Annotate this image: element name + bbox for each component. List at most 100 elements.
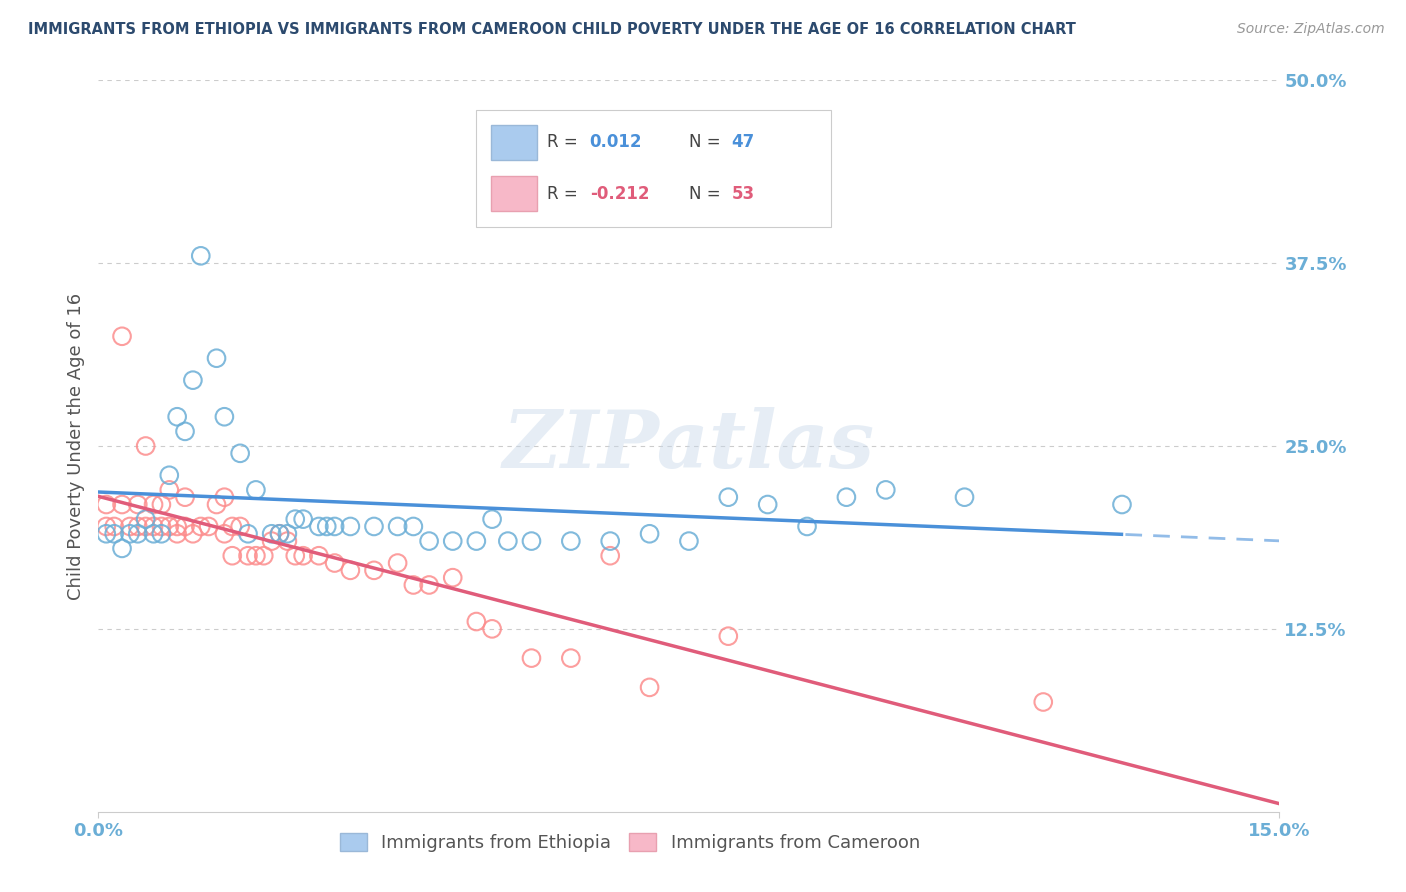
- Y-axis label: Child Poverty Under the Age of 16: Child Poverty Under the Age of 16: [66, 293, 84, 599]
- Point: [387, 519, 409, 533]
- Point: [560, 651, 582, 665]
- Point: [465, 615, 488, 629]
- Point: [599, 549, 621, 563]
- Point: [418, 534, 440, 549]
- Point: [205, 498, 228, 512]
- Point: [387, 556, 409, 570]
- Text: R =: R =: [547, 133, 583, 152]
- Point: [127, 498, 149, 512]
- Point: [214, 526, 236, 541]
- Point: [214, 409, 236, 424]
- Point: [323, 519, 346, 533]
- Point: [260, 534, 283, 549]
- Point: [174, 519, 197, 533]
- Point: [229, 446, 252, 460]
- Point: [796, 519, 818, 533]
- Point: [174, 490, 197, 504]
- Point: [308, 519, 330, 533]
- Point: [292, 549, 315, 563]
- Point: [142, 498, 165, 512]
- Point: [260, 526, 283, 541]
- Point: [96, 498, 118, 512]
- Point: [111, 329, 134, 343]
- Point: [157, 519, 180, 533]
- Text: 53: 53: [731, 185, 755, 202]
- Point: [142, 526, 165, 541]
- Point: [339, 563, 361, 577]
- Point: [441, 534, 464, 549]
- Point: [315, 519, 337, 533]
- Point: [221, 519, 243, 533]
- Point: [103, 519, 125, 533]
- Point: [127, 519, 149, 533]
- Point: [229, 519, 252, 533]
- Point: [197, 519, 219, 533]
- Point: [150, 519, 173, 533]
- Point: [418, 578, 440, 592]
- Point: [118, 519, 141, 533]
- Point: [236, 526, 259, 541]
- Point: [323, 556, 346, 570]
- Point: [284, 512, 307, 526]
- Point: [157, 468, 180, 483]
- Text: N =: N =: [689, 133, 725, 152]
- Point: [157, 483, 180, 497]
- Point: [481, 512, 503, 526]
- Point: [111, 498, 134, 512]
- Text: 47: 47: [731, 133, 755, 152]
- Text: ZIPatlas: ZIPatlas: [503, 408, 875, 484]
- Point: [308, 549, 330, 563]
- Point: [253, 549, 276, 563]
- Point: [339, 519, 361, 533]
- Legend: Immigrants from Ethiopia, Immigrants from Cameroon: Immigrants from Ethiopia, Immigrants fro…: [330, 824, 929, 861]
- Point: [560, 534, 582, 549]
- Point: [284, 549, 307, 563]
- Point: [96, 519, 118, 533]
- Point: [276, 526, 298, 541]
- Point: [205, 351, 228, 366]
- Point: [717, 490, 740, 504]
- Text: R =: R =: [547, 185, 583, 202]
- Point: [481, 622, 503, 636]
- Text: IMMIGRANTS FROM ETHIOPIA VS IMMIGRANTS FROM CAMEROON CHILD POVERTY UNDER THE AGE: IMMIGRANTS FROM ETHIOPIA VS IMMIGRANTS F…: [28, 22, 1076, 37]
- Point: [678, 534, 700, 549]
- Point: [166, 409, 188, 424]
- Point: [135, 439, 157, 453]
- Point: [402, 519, 425, 533]
- Point: [166, 526, 188, 541]
- Point: [1032, 695, 1054, 709]
- Text: N =: N =: [689, 185, 725, 202]
- Point: [127, 526, 149, 541]
- Point: [150, 526, 173, 541]
- Point: [103, 526, 125, 541]
- Point: [292, 512, 315, 526]
- Point: [953, 490, 976, 504]
- Point: [875, 483, 897, 497]
- Point: [441, 571, 464, 585]
- Point: [638, 526, 661, 541]
- Point: [363, 563, 385, 577]
- Point: [174, 425, 197, 439]
- Point: [181, 373, 204, 387]
- Point: [135, 519, 157, 533]
- Point: [221, 549, 243, 563]
- Point: [599, 534, 621, 549]
- Point: [402, 578, 425, 592]
- Text: 0.012: 0.012: [589, 133, 643, 152]
- Point: [190, 249, 212, 263]
- Point: [269, 526, 291, 541]
- Point: [135, 512, 157, 526]
- Point: [150, 498, 173, 512]
- Point: [835, 490, 858, 504]
- Point: [465, 534, 488, 549]
- Point: [236, 549, 259, 563]
- Text: Source: ZipAtlas.com: Source: ZipAtlas.com: [1237, 22, 1385, 37]
- Point: [756, 498, 779, 512]
- Point: [111, 541, 134, 556]
- Point: [245, 483, 267, 497]
- Point: [717, 629, 740, 643]
- Point: [638, 681, 661, 695]
- Point: [96, 526, 118, 541]
- Point: [118, 526, 141, 541]
- Point: [181, 526, 204, 541]
